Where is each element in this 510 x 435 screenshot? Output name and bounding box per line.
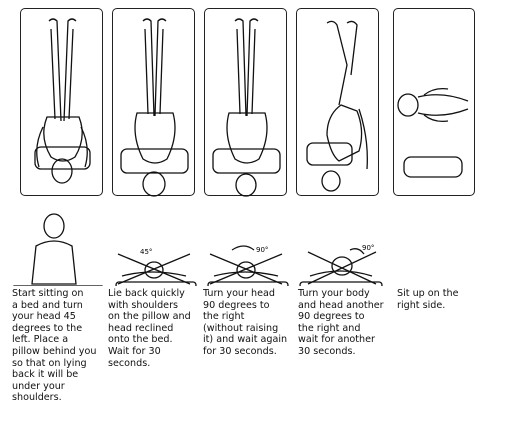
rotation-arrow-icon [349,248,365,255]
step-2-side-view-illustration: 45° [115,248,197,286]
angle-label: 45° [140,248,152,256]
step-5-caption: Sit up on the right side. [397,288,459,311]
supine-figure-illustration [212,18,281,197]
angle-label: 90° [256,246,268,254]
panel-step-2-top [112,8,195,197]
panel-step-5-top [393,8,475,196]
supine-figure-illustration [120,18,189,197]
step-2-caption: Lie back quickly with shoulders on the p… [108,288,191,369]
supine-figure-illustration [34,18,91,184]
step-1-side-view-illustration [13,213,103,286]
sitting-figure-illustration [397,87,469,178]
side-lying-figure-illustration [306,20,368,192]
step-3-side-view-illustration: 90° [207,245,289,286]
panel-step-1-top [20,8,103,196]
panel-step-4-top [296,8,379,196]
rotation-arrow-icon [231,245,255,251]
angle-label: 90° [362,244,374,252]
step-4-side-view-illustration: 90° [299,244,383,286]
panel-step-3-top [204,8,287,197]
step-1-caption: Start sitting on a bed and turn your hea… [12,288,97,404]
step-3-caption: Turn your head 90 degrees to the right (… [203,288,288,357]
step-4-caption: Turn your body and head another 90 degre… [298,288,384,357]
